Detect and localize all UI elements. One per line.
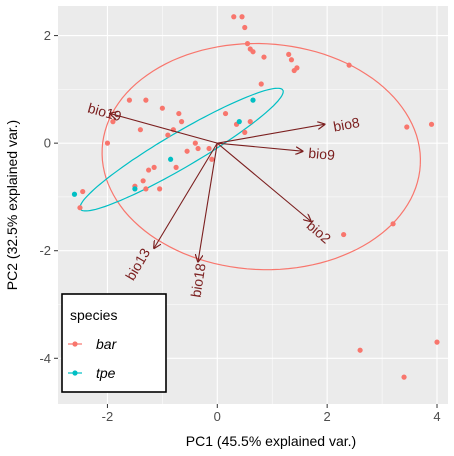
y-tick-label: -4 bbox=[39, 351, 51, 366]
arrow-label-bio8: bio8 bbox=[332, 114, 361, 134]
point-bar bbox=[222, 110, 229, 117]
legend-entry-tpe: tpe bbox=[68, 365, 116, 381]
y-tick-label: 2 bbox=[44, 28, 51, 43]
legend: species bar tpe bbox=[61, 293, 167, 393]
point-bar bbox=[357, 347, 363, 353]
point-bar bbox=[242, 129, 248, 135]
point-tpe bbox=[71, 191, 78, 197]
arrow-bio18 bbox=[198, 143, 218, 261]
point-bar bbox=[77, 205, 83, 211]
arrow-label-bio18: bio18 bbox=[187, 262, 208, 299]
point-bar bbox=[104, 140, 111, 146]
point-tpe bbox=[236, 119, 242, 125]
y-tick-label: -2 bbox=[39, 243, 51, 258]
legend-label-bar: bar bbox=[96, 336, 118, 352]
arrow-bio9 bbox=[217, 142, 302, 151]
point-bar bbox=[184, 148, 190, 154]
x-axis-title: PC1 (45.5% explained var.) bbox=[186, 433, 356, 449]
point-tpe bbox=[168, 156, 174, 162]
point-bar bbox=[110, 119, 116, 125]
point-bar bbox=[247, 119, 253, 125]
point-bar bbox=[242, 24, 248, 31]
point-bar bbox=[261, 54, 267, 60]
arrow-bio13 bbox=[154, 142, 218, 248]
arrow-bio2 bbox=[216, 142, 310, 221]
point-bar bbox=[192, 140, 198, 146]
legend-box bbox=[61, 293, 167, 393]
arrow-label-bio9: bio9 bbox=[308, 145, 336, 163]
point-bar bbox=[258, 81, 264, 87]
point-bar bbox=[404, 124, 410, 130]
arrow-bio8 bbox=[217, 124, 324, 144]
point-bar bbox=[434, 339, 440, 345]
point-bar bbox=[231, 14, 237, 20]
point-bar bbox=[173, 164, 179, 170]
legend-label-tpe: tpe bbox=[96, 365, 116, 381]
point-bar bbox=[209, 156, 215, 162]
legend-title: species bbox=[70, 307, 117, 323]
x-tick-label: 2 bbox=[324, 409, 331, 424]
point-bar bbox=[143, 97, 149, 103]
point-bar bbox=[286, 51, 292, 58]
x-tick-label: -2 bbox=[102, 409, 114, 424]
y-tick-label: 0 bbox=[44, 136, 51, 151]
point-tpe bbox=[132, 186, 138, 192]
point-bar bbox=[195, 145, 201, 152]
point-bar bbox=[176, 110, 182, 117]
point-bar bbox=[250, 49, 256, 55]
y-axis-title: PC2 (32.5% explained var.) bbox=[4, 120, 20, 290]
point-bar bbox=[151, 164, 157, 170]
point-bar bbox=[140, 178, 146, 184]
point-bar bbox=[137, 127, 143, 133]
point-bar bbox=[126, 97, 133, 103]
point-bar bbox=[341, 231, 347, 238]
legend-key-point-tpe bbox=[72, 370, 78, 376]
point-bar bbox=[206, 145, 212, 152]
point-bar bbox=[239, 14, 245, 20]
point-bar bbox=[428, 121, 435, 127]
point-bar bbox=[146, 167, 152, 173]
point-bar bbox=[294, 65, 300, 71]
point-bar bbox=[178, 119, 185, 125]
point-bar bbox=[80, 188, 86, 195]
legend-entry-bar: bar bbox=[68, 336, 118, 352]
point-bar bbox=[159, 105, 165, 111]
point-bar bbox=[346, 62, 352, 68]
point-bar bbox=[244, 41, 251, 47]
arrow-bio19 bbox=[110, 114, 218, 144]
point-tpe bbox=[250, 97, 256, 103]
point-bar bbox=[143, 186, 149, 192]
ellipse-bar bbox=[101, 42, 422, 271]
point-bar bbox=[165, 132, 171, 138]
point-bar bbox=[157, 186, 163, 192]
point-bar bbox=[288, 57, 295, 63]
x-tick-label: 0 bbox=[214, 409, 221, 424]
point-bar bbox=[401, 374, 407, 380]
legend-key-point-bar bbox=[72, 341, 78, 347]
x-tick-label: 4 bbox=[433, 409, 440, 424]
point-bar bbox=[390, 221, 396, 227]
